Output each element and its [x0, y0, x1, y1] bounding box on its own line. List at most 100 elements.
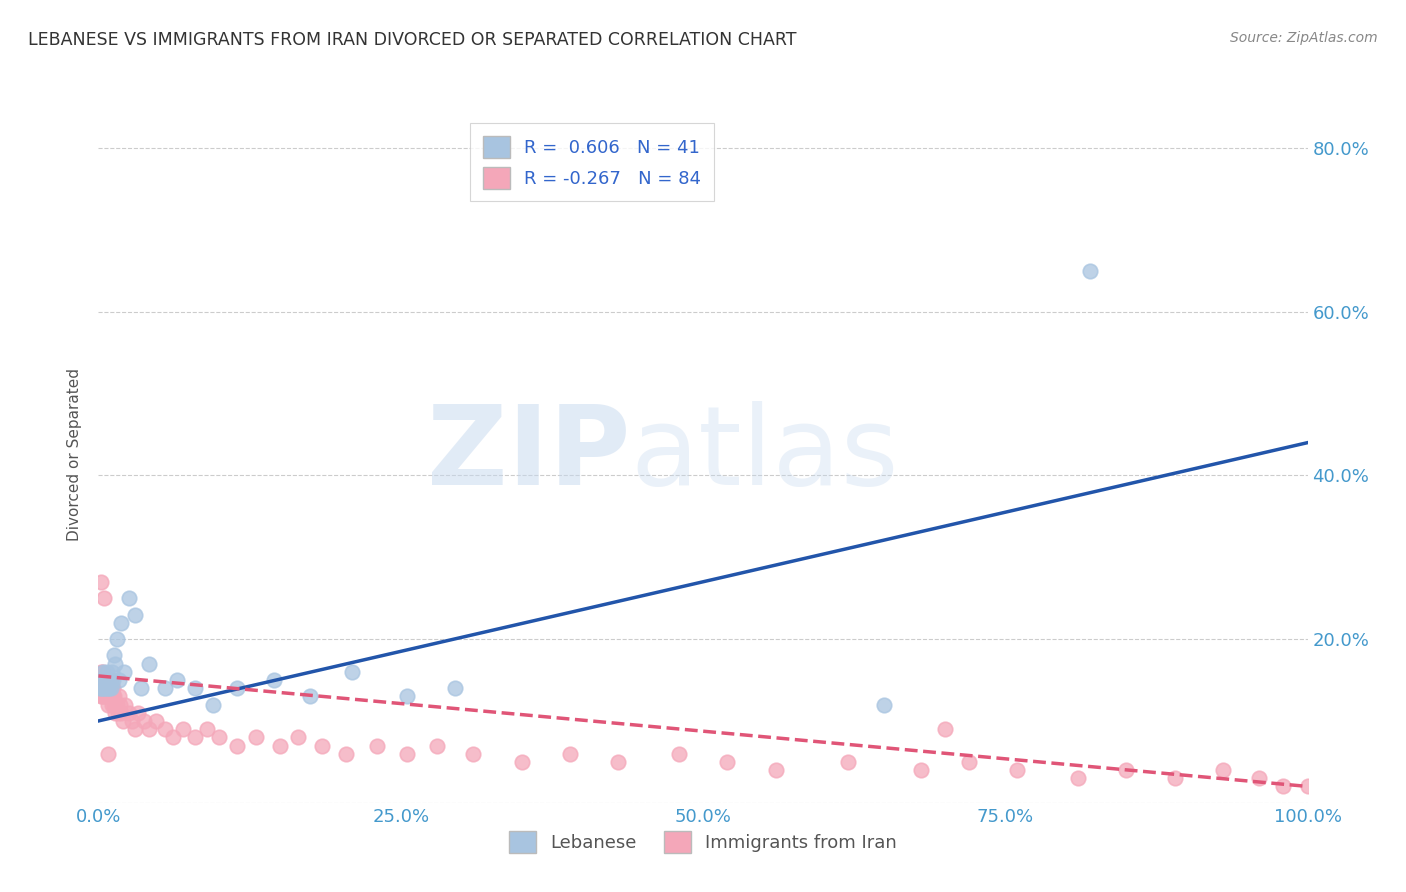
Point [111, 714, 134, 728]
Point [103, 690, 125, 704]
Text: LEBANESE VS IMMIGRANTS FROM IRAN DIVORCED OR SEPARATED CORRELATION CHART: LEBANESE VS IMMIGRANTS FROM IRAN DIVORCE… [28, 31, 797, 49]
Point [134, 714, 156, 728]
Point [245, 731, 267, 745]
Point [873, 698, 896, 712]
Point [1163, 771, 1185, 785]
Point [100, 665, 122, 679]
Point [101, 681, 124, 696]
Point [342, 665, 364, 679]
Point [94, 690, 117, 704]
Point [93, 591, 115, 606]
Point [1007, 763, 1029, 777]
Point [96, 673, 118, 687]
Point [96, 665, 118, 679]
Point [108, 673, 131, 687]
Point [837, 755, 859, 769]
Point [118, 591, 141, 606]
Point [97, 673, 120, 687]
Point [1067, 771, 1090, 785]
Y-axis label: Divorced or Separated: Divorced or Separated [67, 368, 83, 541]
Point [103, 698, 125, 712]
Point [1115, 763, 1137, 777]
Point [138, 657, 160, 671]
Point [395, 747, 418, 761]
Point [103, 648, 125, 663]
Point [100, 681, 122, 696]
Point [172, 722, 194, 736]
Point [166, 673, 188, 687]
Point [101, 673, 124, 687]
Point [124, 722, 146, 736]
Point [104, 706, 127, 720]
Point [108, 690, 131, 704]
Point [89, 681, 111, 696]
Point [162, 731, 184, 745]
Point [89, 673, 111, 687]
Point [94, 673, 117, 687]
Point [335, 747, 357, 761]
Point [94, 673, 117, 687]
Point [98, 681, 121, 696]
Point [311, 739, 333, 753]
Point [153, 681, 176, 696]
Legend: Lebanese, Immigrants from Iran: Lebanese, Immigrants from Iran [502, 823, 904, 860]
Point [98, 681, 121, 696]
Point [269, 739, 291, 753]
Point [100, 690, 122, 704]
Point [910, 763, 932, 777]
Point [287, 731, 309, 745]
Point [463, 747, 485, 761]
Text: ZIP: ZIP [427, 401, 630, 508]
Point [112, 665, 135, 679]
Point [90, 574, 112, 589]
Point [93, 681, 115, 696]
Point [1296, 780, 1319, 794]
Point [226, 681, 249, 696]
Point [91, 681, 114, 696]
Point [100, 673, 122, 687]
Point [90, 690, 112, 704]
Point [1212, 763, 1234, 777]
Point [263, 673, 285, 687]
Point [127, 706, 149, 720]
Point [91, 673, 114, 687]
Point [395, 690, 418, 704]
Point [957, 755, 980, 769]
Point [138, 722, 160, 736]
Point [91, 681, 114, 696]
Point [100, 681, 122, 696]
Point [91, 673, 114, 687]
Point [129, 681, 152, 696]
Point [765, 763, 787, 777]
Point [90, 665, 112, 679]
Point [558, 747, 581, 761]
Point [91, 681, 114, 696]
Point [97, 698, 120, 712]
Text: Source: ZipAtlas.com: Source: ZipAtlas.com [1230, 31, 1378, 45]
Point [1249, 771, 1271, 785]
Point [202, 698, 225, 712]
Point [93, 681, 115, 696]
Point [208, 731, 231, 745]
Point [1272, 780, 1295, 794]
Point [184, 731, 207, 745]
Point [96, 690, 118, 704]
Point [110, 615, 132, 630]
Point [114, 698, 136, 712]
Point [118, 706, 141, 720]
Point [145, 714, 167, 728]
Point [444, 681, 467, 696]
Point [91, 665, 114, 679]
Point [90, 681, 112, 696]
Point [89, 681, 111, 696]
Point [91, 665, 114, 679]
Text: atlas: atlas [630, 401, 898, 508]
Point [510, 755, 533, 769]
Point [90, 681, 112, 696]
Point [105, 698, 128, 712]
Point [98, 690, 121, 704]
Point [104, 657, 127, 671]
Point [607, 755, 630, 769]
Point [91, 673, 114, 687]
Point [97, 747, 120, 761]
